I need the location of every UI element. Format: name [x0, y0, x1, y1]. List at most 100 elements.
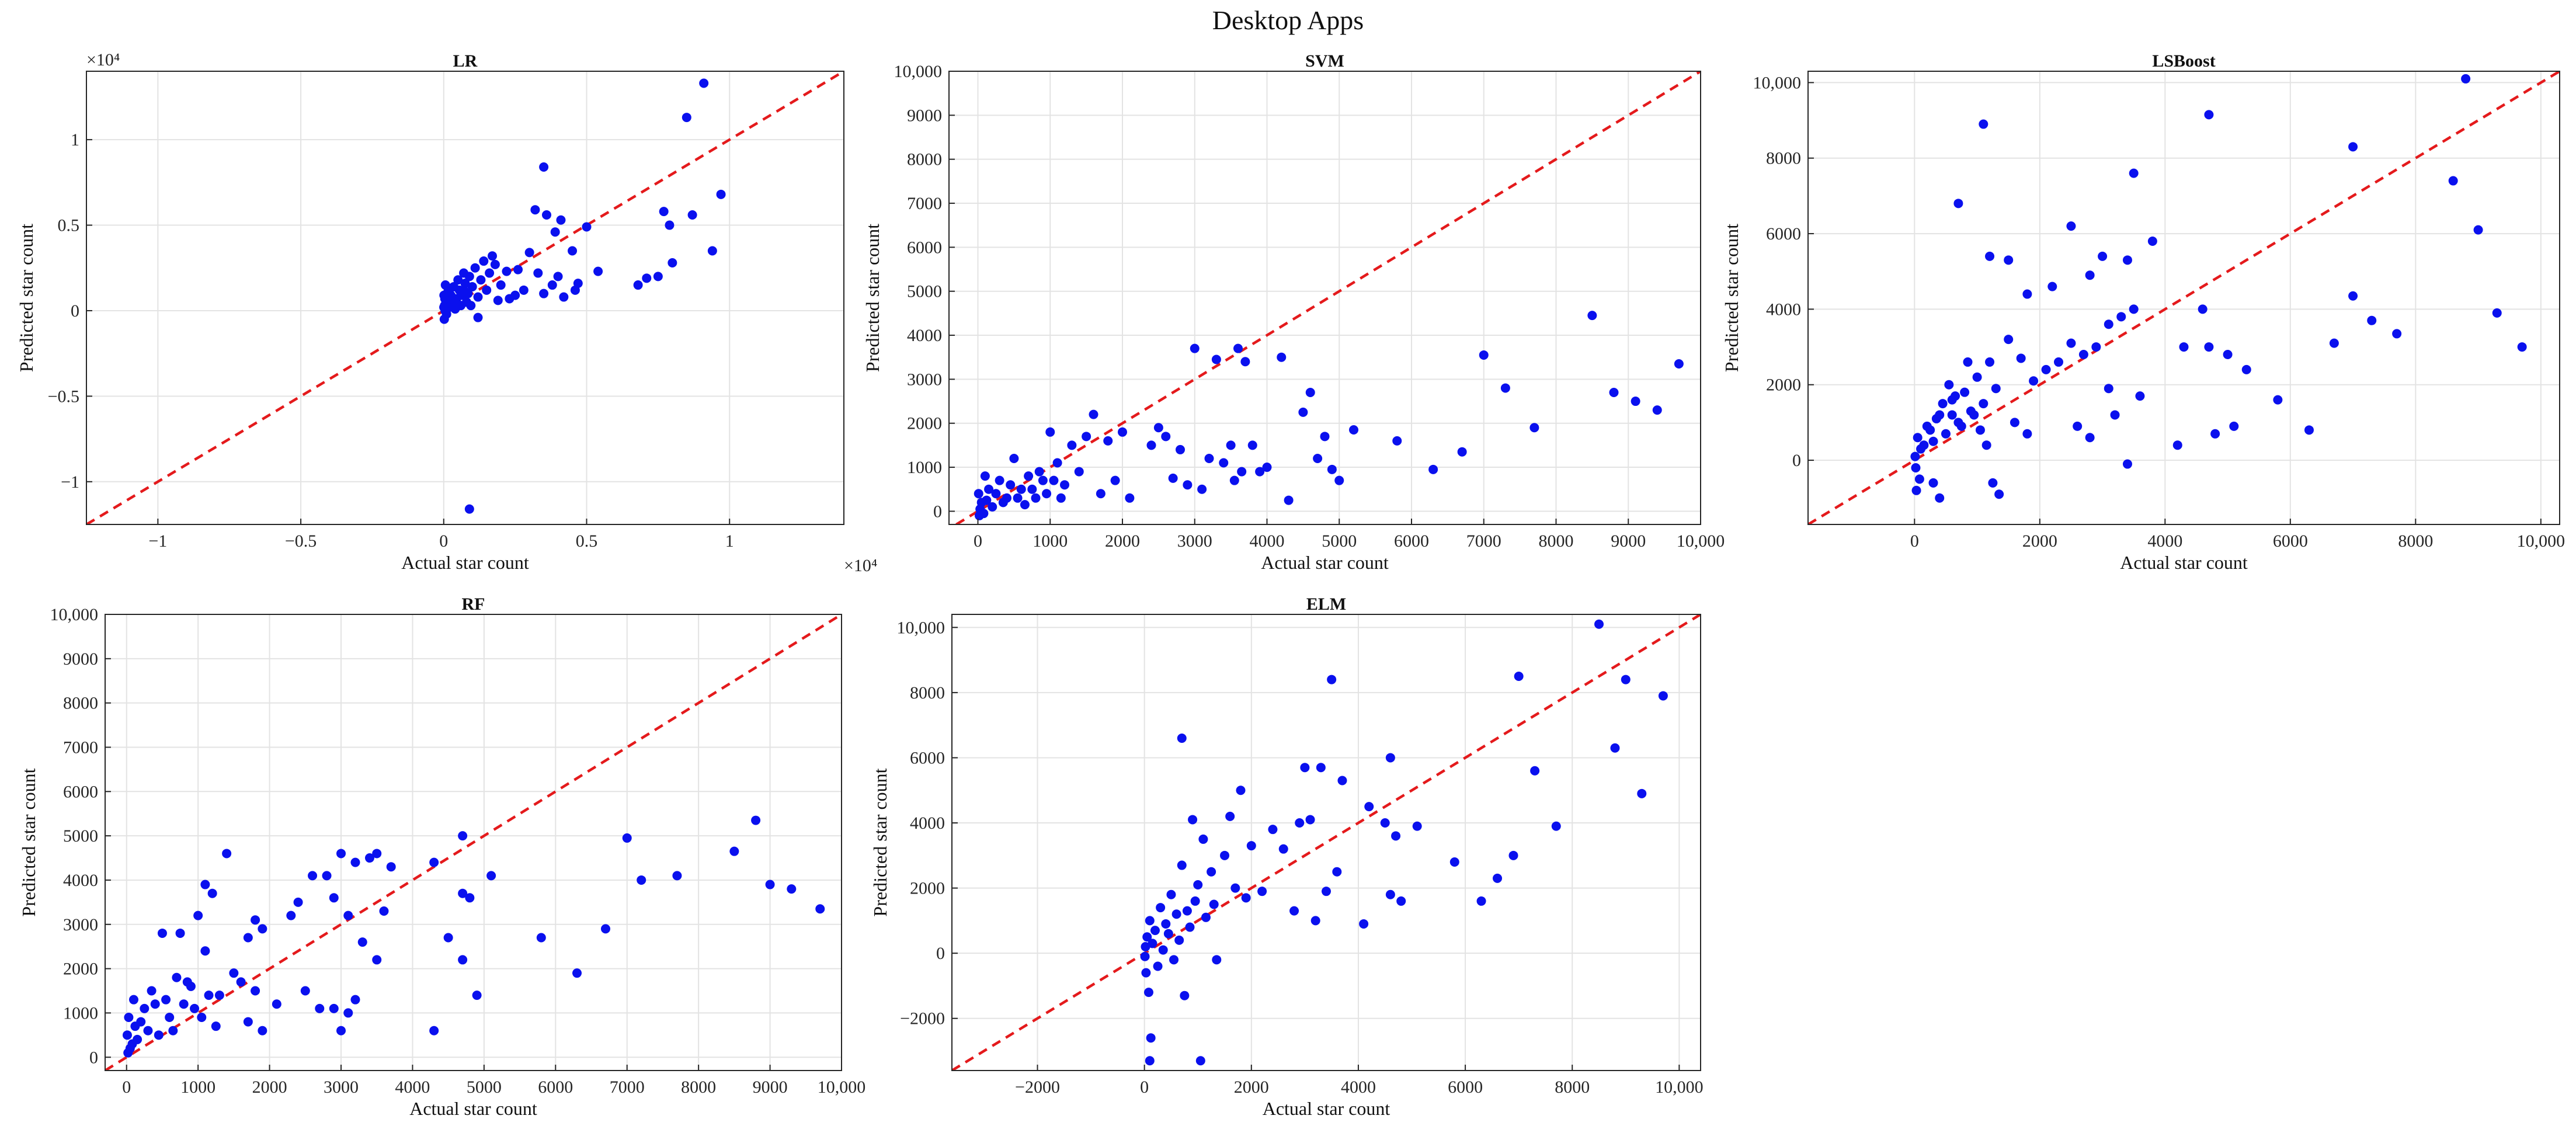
data-point [258, 1026, 267, 1035]
x-tick-label: 0.5 [576, 531, 598, 551]
data-point [467, 282, 477, 291]
x-axis-label: Actual star count [1263, 1098, 1390, 1119]
y-tick-label: 1000 [63, 1003, 98, 1023]
data-point [486, 871, 496, 881]
x-tick-label: 4000 [1341, 1078, 1376, 1097]
data-point [429, 1026, 439, 1035]
data-point [1161, 432, 1171, 442]
data-point [1257, 887, 1267, 896]
data-point [2223, 350, 2233, 359]
data-point [1146, 440, 1156, 450]
data-point [458, 888, 468, 898]
data-point [2104, 319, 2113, 329]
data-point [470, 263, 480, 273]
data-point [1009, 453, 1019, 463]
y-tick-label: 1000 [907, 458, 942, 477]
data-point [386, 862, 396, 872]
data-point [582, 222, 592, 232]
data-point [1110, 475, 1120, 485]
subplot-rf: 0 1000 2000 3000 4000 5000 6000 7000 8000 9000 10,… [18, 595, 865, 1119]
data-point [1074, 467, 1084, 477]
data-point [1268, 825, 1278, 835]
data-layer [952, 614, 1701, 1071]
x-tick-label: 8000 [1555, 1078, 1590, 1097]
axes-frame [105, 614, 842, 1071]
x-tick-label: 6000 [1448, 1078, 1483, 1097]
y-tick-label: 5000 [907, 282, 942, 301]
data-point [2085, 433, 2095, 443]
y-tick-label: 6000 [910, 748, 945, 767]
data-point [637, 875, 646, 885]
data-point [1938, 399, 1948, 409]
data-point [2029, 376, 2039, 386]
x-axis-label: Actual star count [1261, 552, 1389, 573]
x-tick-label: 0 [1910, 531, 1919, 551]
x-tick-label: 0 [974, 531, 982, 551]
data-point [168, 1026, 178, 1035]
data-point [336, 849, 346, 859]
data-point [1198, 834, 1208, 844]
data-point [1148, 939, 1157, 948]
data-point [1658, 691, 1668, 701]
data-point [1169, 955, 1179, 965]
data-point [2179, 342, 2189, 352]
data-point [572, 968, 582, 978]
data-point [1016, 484, 1026, 494]
y-tick-label: 9000 [63, 649, 98, 669]
data-point [343, 910, 353, 920]
data-point [476, 275, 486, 285]
y-tick-label: 6000 [1766, 224, 1801, 244]
data-point [496, 280, 506, 290]
x-tick-label: 0 [122, 1078, 131, 1097]
data-point [1991, 384, 2001, 394]
data-point [1188, 815, 1198, 825]
data-point [343, 1008, 353, 1018]
x-tick-label: 6000 [2273, 531, 2308, 551]
data-point [633, 280, 643, 290]
data-point [707, 246, 717, 256]
data-point [519, 285, 529, 295]
data-point [1246, 841, 1256, 851]
data-point [1237, 467, 1247, 477]
data-point [1038, 475, 1048, 485]
data-point [140, 1003, 150, 1013]
data-point [1183, 480, 1193, 490]
data-point [1204, 453, 1214, 463]
data-point [1941, 429, 1951, 439]
data-point [1316, 763, 1326, 773]
data-point [991, 489, 1001, 499]
data-point [1229, 475, 1239, 485]
subplot-title: LR [453, 51, 478, 71]
data-point [2473, 225, 2483, 235]
y-tick-label: 10,000 [50, 605, 99, 624]
data-point [1118, 427, 1127, 437]
data-point [1145, 1056, 1155, 1066]
data-point [1529, 423, 1539, 433]
data-point [2448, 176, 2458, 186]
y-tick-label: 8000 [910, 683, 945, 703]
data-point [182, 977, 192, 987]
y-tick-label: 6000 [907, 238, 942, 257]
data-point [1305, 815, 1315, 825]
data-point [1049, 475, 1059, 485]
reference-line-y-equals-x [952, 614, 1701, 1071]
data-point [1219, 458, 1229, 468]
x-tick-label: 0 [439, 531, 448, 551]
data-point [1013, 493, 1023, 503]
data-point [682, 113, 691, 123]
y-tick-label: 0 [71, 301, 79, 321]
data-point [593, 266, 603, 276]
x-tick-label: 9000 [753, 1078, 788, 1097]
data-point [1284, 495, 1294, 505]
data-point [1158, 945, 1168, 955]
data-point [127, 1039, 137, 1049]
data-point [2229, 421, 2239, 431]
y-axis-label: Predicted star count [862, 224, 883, 372]
data-point [1207, 867, 1216, 877]
data-point [1621, 675, 1631, 684]
data-point [2204, 342, 2214, 352]
x-tick-label: 9000 [1611, 531, 1646, 551]
y-tick-label: 10,000 [894, 62, 943, 81]
plot-area [949, 71, 1701, 524]
